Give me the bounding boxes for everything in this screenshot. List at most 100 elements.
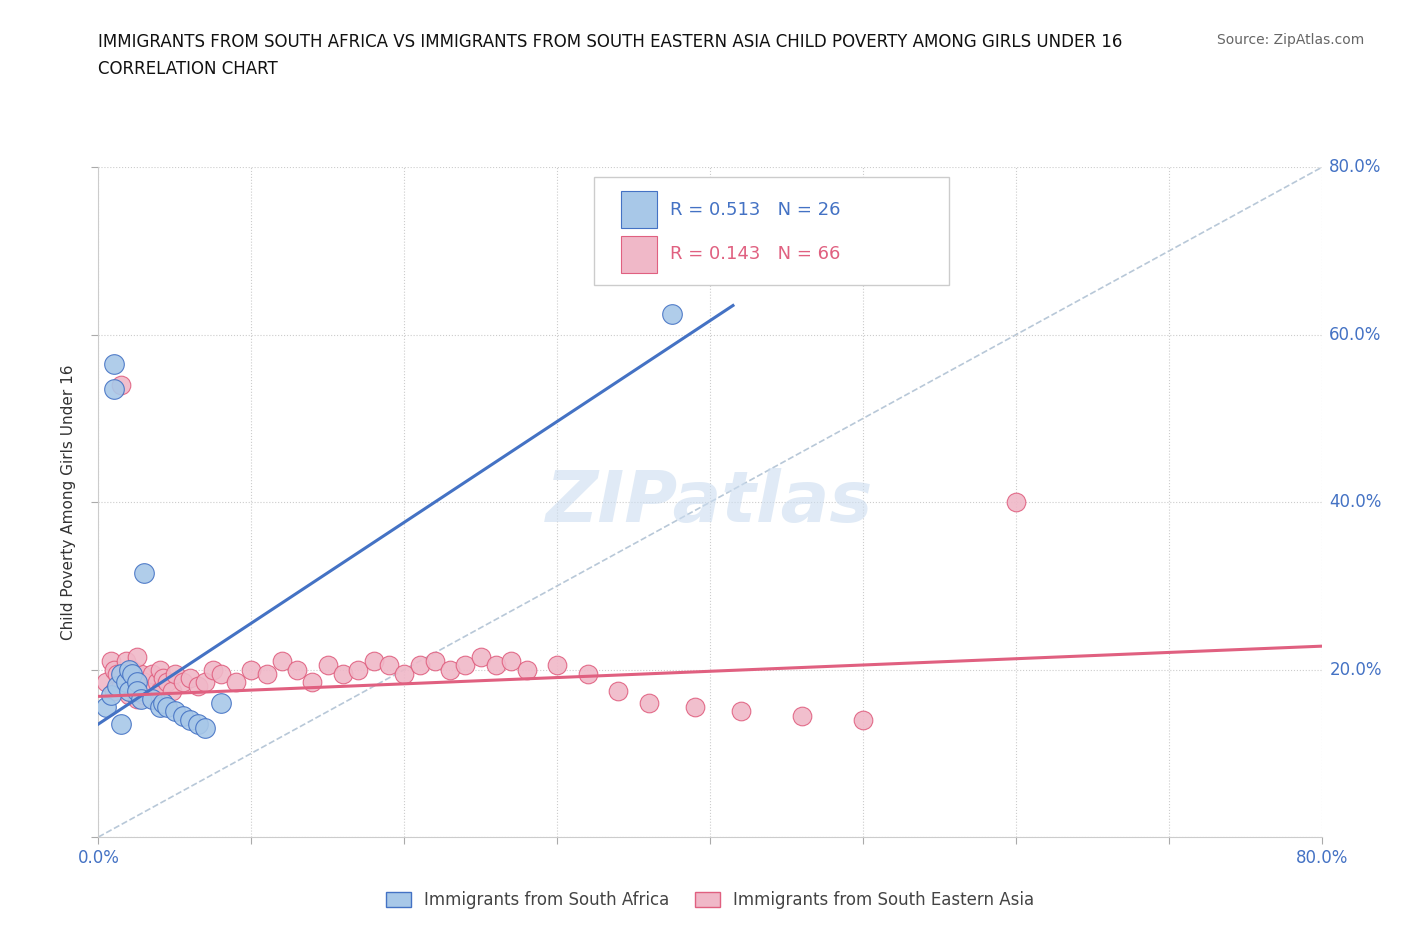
Point [94, 700, 117, 715]
Point [179, 671, 201, 685]
Point [852, 712, 875, 727]
Y-axis label: Child Poverty Among Girls Under 16: Child Poverty Among Girls Under 16 [60, 365, 76, 640]
Point [125, 666, 148, 681]
Text: IMMIGRANTS FROM SOUTH AFRICA VS IMMIGRANTS FROM SOUTH EASTERN ASIA CHILD POVERTY: IMMIGRANTS FROM SOUTH AFRICA VS IMMIGRAN… [98, 33, 1123, 50]
Point [423, 654, 446, 669]
FancyBboxPatch shape [593, 178, 949, 285]
Point [683, 700, 706, 715]
Point [546, 658, 568, 673]
Point [134, 565, 156, 580]
Point [105, 679, 128, 694]
Point [301, 675, 323, 690]
Point [105, 666, 128, 681]
Point [115, 675, 138, 690]
Point [392, 666, 416, 681]
Point [332, 666, 354, 681]
Point [187, 717, 209, 732]
Point [187, 679, 209, 694]
Point [316, 658, 339, 673]
Point [501, 654, 523, 669]
Point [121, 666, 143, 681]
Point [145, 675, 167, 690]
Point [110, 378, 132, 392]
Point [378, 658, 401, 673]
Point [172, 675, 194, 690]
Point [100, 654, 122, 669]
Point [209, 696, 232, 711]
Text: ZIPatlas: ZIPatlas [547, 468, 873, 537]
Point [194, 721, 217, 736]
Point [103, 662, 125, 677]
Point [141, 666, 163, 681]
Point [103, 357, 125, 372]
Text: CORRELATION CHART: CORRELATION CHART [98, 60, 278, 78]
Point [661, 307, 683, 322]
Point [141, 692, 163, 707]
Point [347, 662, 370, 677]
Point [149, 700, 172, 715]
Point [100, 687, 122, 702]
Point [194, 675, 217, 690]
Point [110, 679, 132, 694]
Point [115, 675, 138, 690]
Point [470, 650, 492, 665]
Point [149, 683, 172, 698]
Point [172, 709, 194, 724]
Point [256, 666, 278, 681]
Point [730, 704, 752, 719]
Point [363, 654, 385, 669]
Point [202, 662, 225, 677]
Legend: Immigrants from South Africa, Immigrants from South Eastern Asia: Immigrants from South Africa, Immigrants… [380, 884, 1040, 916]
Point [285, 662, 308, 677]
Point [179, 712, 201, 727]
Point [136, 683, 159, 698]
Text: 80.0%: 80.0% [1329, 158, 1382, 177]
Text: R = 0.143   N = 66: R = 0.143 N = 66 [669, 246, 839, 263]
Point [576, 666, 599, 681]
Point [439, 662, 461, 677]
Point [209, 666, 232, 681]
Point [152, 696, 174, 711]
Point [103, 683, 125, 698]
Point [141, 692, 163, 707]
Text: 60.0%: 60.0% [1329, 326, 1382, 344]
Point [790, 709, 813, 724]
Point [110, 717, 132, 732]
Point [637, 696, 661, 711]
Point [118, 662, 141, 677]
Point [115, 654, 138, 669]
Point [1004, 495, 1026, 510]
Point [485, 658, 508, 673]
Point [125, 683, 148, 698]
Point [121, 675, 143, 690]
Point [160, 683, 183, 698]
Point [408, 658, 430, 673]
Point [149, 662, 172, 677]
Point [134, 687, 156, 702]
Point [156, 700, 179, 715]
Point [129, 666, 152, 681]
Text: R = 0.513   N = 26: R = 0.513 N = 26 [669, 201, 841, 219]
Point [129, 679, 152, 694]
Point [121, 662, 143, 677]
Point [125, 692, 148, 707]
Point [125, 683, 148, 698]
Text: 40.0%: 40.0% [1329, 493, 1382, 512]
Point [125, 650, 148, 665]
Point [94, 675, 117, 690]
Point [134, 675, 156, 690]
Point [240, 662, 263, 677]
Point [156, 675, 179, 690]
Point [110, 666, 132, 681]
Point [118, 683, 141, 698]
Point [516, 662, 538, 677]
FancyBboxPatch shape [620, 236, 658, 272]
Text: Source: ZipAtlas.com: Source: ZipAtlas.com [1216, 33, 1364, 46]
Point [118, 666, 141, 681]
Point [270, 654, 292, 669]
Text: 20.0%: 20.0% [1329, 660, 1382, 679]
Point [225, 675, 247, 690]
Point [118, 687, 141, 702]
Point [103, 382, 125, 397]
Point [152, 671, 174, 685]
